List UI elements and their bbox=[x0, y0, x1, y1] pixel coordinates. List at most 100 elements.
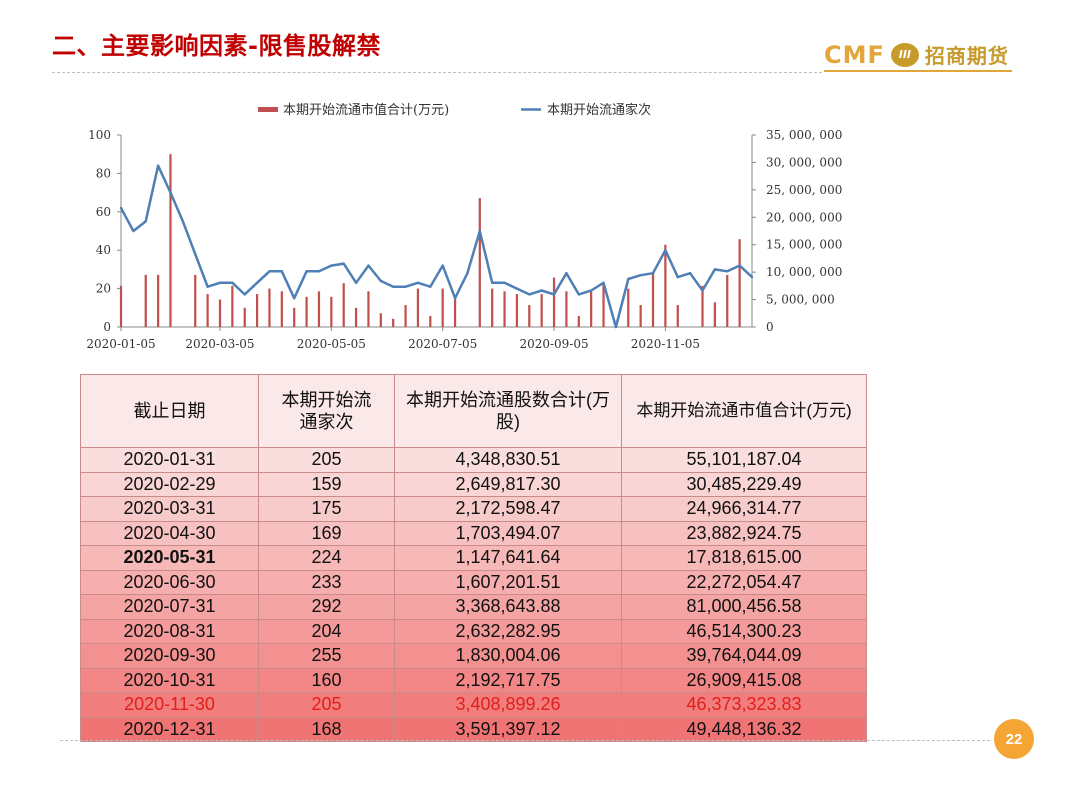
bar-mark bbox=[552, 277, 556, 327]
cell-count: 233 bbox=[258, 569, 395, 595]
cell-value: 55,101,187.04 bbox=[621, 447, 867, 473]
line-point bbox=[194, 252, 197, 256]
table-header-shares: 本期开始流通股数合计(万股) bbox=[394, 374, 622, 448]
cell-shares: 1,703,494.07 bbox=[394, 520, 622, 546]
x-tick-label: 2020-07-05 bbox=[408, 337, 477, 351]
left-tick-label: 100 bbox=[88, 128, 111, 142]
line-point bbox=[639, 273, 642, 277]
x-tick-label: 2020-01-05 bbox=[86, 337, 155, 351]
cell-date: 2020-02-29 bbox=[80, 471, 259, 497]
line-point bbox=[429, 285, 432, 288]
line-point bbox=[280, 270, 284, 273]
bar-mark bbox=[317, 291, 321, 327]
line-point bbox=[614, 325, 618, 329]
cell-count: 205 bbox=[258, 447, 395, 473]
cell-shares: 2,649,817.30 bbox=[394, 471, 622, 497]
cell-shares: 1,607,201.51 bbox=[394, 569, 622, 595]
line-point bbox=[528, 293, 531, 296]
logo-mark-icon: III bbox=[890, 42, 919, 67]
line-point bbox=[391, 285, 395, 288]
cell-count: 224 bbox=[258, 545, 395, 571]
lockup-expiry-chart: 本期开始流通市值合计(万元) 本期开始流通家次 100 80 60 40 20 0 35, … bbox=[86, 102, 842, 351]
cell-date: 2020-10-31 bbox=[80, 667, 259, 693]
right-tick-label: 35, 000, 000 bbox=[766, 128, 842, 142]
line-point bbox=[231, 281, 234, 285]
lockup-expiry-table: 截止日期 本期开始流通家次 本期开始流通股数合计(万股) 本期开始流通市值合计(… bbox=[80, 374, 867, 742]
cell-value: 46,514,300.23 bbox=[621, 618, 867, 644]
x-tick-label: 2020-03-05 bbox=[185, 337, 254, 351]
bar-mark bbox=[738, 239, 741, 327]
table-row: 2020-06-30 233 1,607,201.51 22,272,054.47 bbox=[80, 569, 867, 595]
table-row: 2020-09-30 255 1,830,004.06 39,764,044.09 bbox=[80, 643, 867, 669]
cell-shares: 3,591,397.12 bbox=[394, 716, 622, 742]
line-point bbox=[466, 272, 469, 275]
cell-shares: 4,348,830.51 bbox=[394, 447, 622, 473]
right-tick-label: 5, 000, 000 bbox=[766, 293, 835, 307]
cell-count: 169 bbox=[258, 520, 395, 546]
cell-shares: 1,147,641.64 bbox=[394, 545, 622, 571]
line-point bbox=[676, 275, 679, 279]
cell-value: 26,909,415.08 bbox=[621, 667, 867, 693]
cell-date: 2020-09-30 bbox=[80, 643, 259, 669]
bar-mark bbox=[379, 313, 382, 327]
cell-date: 2020-12-31 bbox=[80, 716, 259, 742]
bar-mark bbox=[590, 291, 593, 327]
line-point bbox=[367, 264, 370, 267]
line-point bbox=[602, 281, 605, 285]
bar-mark bbox=[503, 291, 506, 327]
line-point bbox=[330, 264, 333, 267]
line-point bbox=[565, 272, 568, 275]
line-point bbox=[441, 264, 444, 267]
line-point bbox=[726, 270, 729, 273]
line-point bbox=[651, 272, 655, 275]
cell-date: 2020-05-31 bbox=[80, 545, 259, 571]
bar-mark bbox=[713, 302, 716, 327]
line-point bbox=[169, 191, 172, 194]
bar-mark bbox=[157, 274, 160, 327]
logo-company-name: 招商期货 bbox=[924, 44, 1009, 68]
line-point bbox=[664, 249, 667, 252]
line-point bbox=[515, 287, 519, 290]
right-tick-label: 10, 000, 000 bbox=[766, 265, 842, 279]
bar-mark bbox=[602, 283, 605, 327]
bar-mark bbox=[726, 274, 729, 327]
line-point bbox=[750, 275, 754, 279]
bar-mark bbox=[664, 244, 667, 327]
table-row: 2020-02-29 159 2,649,817.30 30,485,229.49 bbox=[80, 471, 867, 497]
cell-shares: 3,408,899.26 bbox=[394, 692, 622, 718]
bar-mark bbox=[491, 288, 494, 327]
bar-mark bbox=[367, 291, 370, 327]
table-row: 2020-10-31 160 2,192,717.75 26,909,415.08 bbox=[80, 667, 867, 693]
cell-count: 255 bbox=[258, 643, 395, 669]
line-point bbox=[404, 285, 407, 288]
cell-date: 2020-06-30 bbox=[80, 569, 259, 595]
line-point bbox=[342, 262, 345, 265]
company-logo: CMF III 招商期货 bbox=[824, 40, 1009, 69]
line-point bbox=[379, 279, 383, 283]
chart-legend: 本期开始流通市值合计(万元) 本期开始流通家次 bbox=[258, 102, 651, 118]
bar-mark bbox=[293, 307, 296, 327]
x-tick-label: 2020-05-05 bbox=[297, 337, 366, 351]
right-tick-label: 15, 000, 000 bbox=[766, 238, 842, 252]
bar-mark bbox=[676, 305, 679, 327]
line-point bbox=[453, 297, 457, 300]
right-tick-label: 30, 000, 000 bbox=[766, 155, 842, 169]
right-tick-label: 20, 000, 000 bbox=[766, 210, 842, 224]
line-point bbox=[354, 281, 358, 285]
line-point bbox=[503, 281, 506, 285]
line-point bbox=[132, 229, 135, 233]
cell-value: 46,373,323.83 bbox=[621, 692, 867, 718]
table-row: 2020-12-31 168 3,591,397.12 49,448,136.32 bbox=[80, 716, 867, 742]
cell-date: 2020-07-31 bbox=[80, 594, 259, 620]
bar-mark bbox=[639, 305, 642, 327]
bar-mark bbox=[268, 288, 271, 327]
table-row: 2020-11-30 205 3,408,899.26 46,373,323.83 bbox=[80, 692, 867, 718]
bar-mark bbox=[342, 283, 345, 327]
cell-value: 49,448,136.32 bbox=[621, 716, 867, 742]
slide-title: 二、主要影响因素-限售股解禁 bbox=[52, 32, 381, 60]
footer-divider bbox=[60, 740, 990, 741]
left-tick-label: 0 bbox=[103, 320, 111, 334]
line-point bbox=[181, 220, 185, 223]
line-point bbox=[206, 285, 209, 288]
cell-value: 39,764,044.09 bbox=[621, 643, 867, 669]
